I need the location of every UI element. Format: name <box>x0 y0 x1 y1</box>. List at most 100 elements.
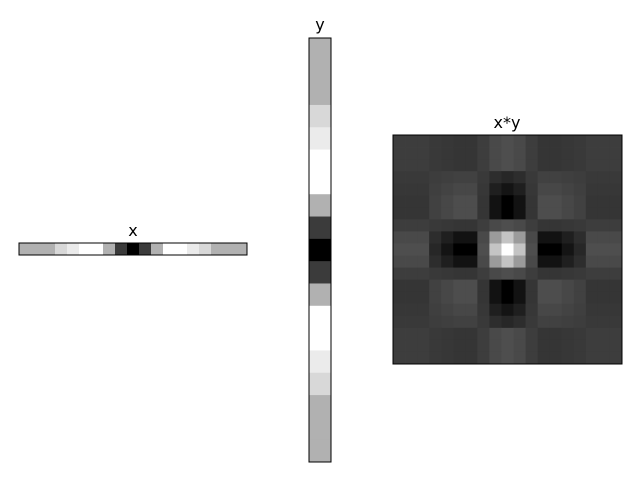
cell <box>211 243 224 256</box>
cell <box>561 135 575 148</box>
cell <box>609 171 623 184</box>
cell <box>477 279 490 293</box>
cell <box>465 339 478 353</box>
cell <box>309 328 332 351</box>
cell <box>465 231 478 244</box>
cell <box>465 183 478 196</box>
cell <box>525 327 539 341</box>
cell <box>537 255 551 268</box>
cell <box>549 327 563 341</box>
cell <box>465 291 478 305</box>
cell <box>477 303 490 317</box>
cell <box>573 255 587 268</box>
cell <box>489 339 502 353</box>
cell <box>549 147 563 160</box>
cell <box>549 219 563 232</box>
cell <box>393 147 406 160</box>
cell <box>501 243 514 256</box>
cell <box>537 315 551 329</box>
cell <box>597 147 611 160</box>
cell <box>597 231 611 244</box>
cell <box>573 267 587 281</box>
cell <box>537 171 551 184</box>
cell <box>465 135 478 148</box>
cell <box>549 159 563 172</box>
cell <box>393 231 406 244</box>
cell <box>525 159 539 172</box>
cell <box>309 216 332 240</box>
cell <box>405 279 418 293</box>
cell <box>537 159 551 172</box>
cell <box>525 255 539 268</box>
cell <box>549 195 563 208</box>
cell <box>127 243 140 256</box>
cell <box>573 195 587 208</box>
cell <box>393 291 406 305</box>
cell <box>477 171 490 184</box>
cell <box>585 207 599 220</box>
cell <box>453 195 466 208</box>
cell <box>609 183 623 196</box>
cell <box>393 207 406 220</box>
cell <box>513 243 526 256</box>
cell <box>489 171 502 184</box>
cell <box>501 327 514 341</box>
cell <box>441 219 454 232</box>
cell <box>453 159 466 172</box>
cell <box>465 351 478 365</box>
cell <box>453 147 466 160</box>
cell <box>573 279 587 293</box>
cell <box>417 291 430 305</box>
cell <box>441 339 454 353</box>
cell <box>441 243 454 256</box>
cell <box>453 291 466 305</box>
cell <box>549 255 563 268</box>
cell <box>465 267 478 281</box>
cell <box>561 351 575 365</box>
cell <box>501 183 514 196</box>
cell <box>393 339 406 353</box>
cell <box>477 327 490 341</box>
cell <box>513 219 526 232</box>
cell <box>489 351 502 365</box>
cell <box>417 183 430 196</box>
cell <box>549 207 563 220</box>
cell <box>525 267 539 281</box>
cell <box>163 243 176 256</box>
cell <box>477 339 490 353</box>
cell <box>465 327 478 341</box>
cell <box>309 60 332 84</box>
cell <box>405 231 418 244</box>
cell <box>501 255 514 268</box>
cell <box>609 207 623 220</box>
cell <box>537 207 551 220</box>
cell <box>549 315 563 329</box>
cell <box>417 195 430 208</box>
cell <box>513 183 526 196</box>
cell <box>429 303 442 317</box>
cell <box>561 147 575 160</box>
cell <box>501 267 514 281</box>
cell <box>405 267 418 281</box>
cell <box>585 267 599 281</box>
cell <box>525 195 539 208</box>
cell <box>561 243 575 256</box>
cell <box>477 267 490 281</box>
cell <box>489 135 502 148</box>
cell <box>393 183 406 196</box>
cell <box>477 147 490 160</box>
cell <box>561 255 575 268</box>
cell <box>405 303 418 317</box>
cell <box>465 219 478 232</box>
cell <box>393 351 406 365</box>
cell <box>513 279 526 293</box>
cell <box>513 195 526 208</box>
cell <box>417 231 430 244</box>
cell <box>585 171 599 184</box>
cell <box>537 195 551 208</box>
cell <box>585 243 599 256</box>
cell <box>417 327 430 341</box>
cell <box>537 219 551 232</box>
cell <box>417 243 430 256</box>
cell <box>115 243 128 256</box>
